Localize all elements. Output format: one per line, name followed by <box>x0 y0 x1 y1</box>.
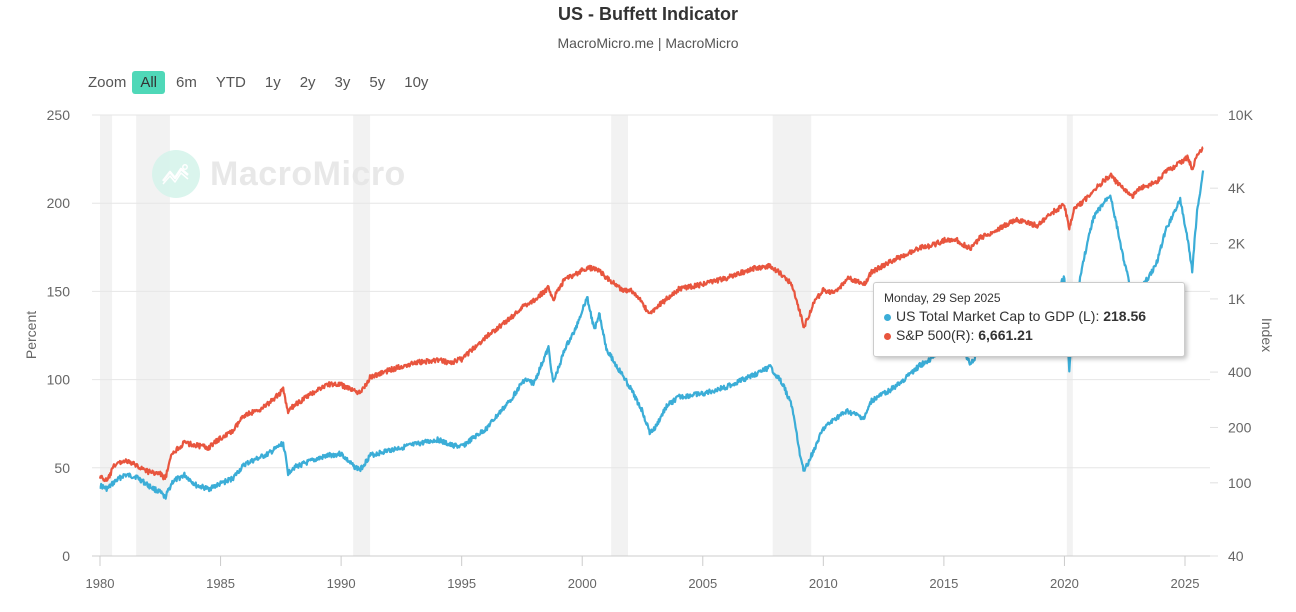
y-left-tick-label: 150 <box>47 283 71 299</box>
tooltip-value: 6,661.21 <box>978 327 1033 343</box>
y-right-tick-label: 200 <box>1228 419 1252 435</box>
tooltip-row-market-cap-gdp: US Total Market Cap to GDP (L): 218.56 <box>884 307 1174 326</box>
zoom-button-2y[interactable]: 2y <box>299 74 316 91</box>
y-axis-left-label: Percent <box>23 311 39 359</box>
x-tick-label: 2010 <box>809 576 838 591</box>
y-right-tick-label: 100 <box>1228 475 1252 491</box>
zoom-button-3y[interactable]: 3y <box>334 74 351 91</box>
zoom-button-10y[interactable]: 10y <box>404 74 429 91</box>
tooltip-label: US Total Market Cap to GDP (L): <box>896 308 1104 324</box>
series-marker-icon <box>884 332 891 340</box>
recession-band <box>611 115 629 556</box>
tooltip-value: 218.56 <box>1103 308 1147 324</box>
recession-band <box>772 115 812 556</box>
watermark-text: MacroMicro <box>210 154 406 193</box>
y-left-tick-label: 100 <box>47 372 71 388</box>
chart-title: US - Buffett Indicator <box>558 4 738 24</box>
y-right-tick-label: 40 <box>1228 548 1244 564</box>
recession-band <box>353 115 371 556</box>
y-left-tick-label: 250 <box>47 107 71 123</box>
y-right-tick-label: 2K <box>1228 236 1246 252</box>
tooltip-label: S&P 500(R): <box>896 327 979 343</box>
x-tick-label: 1985 <box>206 576 235 591</box>
tooltip-date: Monday, 29 Sep 2025 <box>884 291 1001 305</box>
tooltip-row-sp500: S&P 500(R): 6,661.21 <box>884 326 1174 345</box>
x-tick-label: 2015 <box>929 576 958 591</box>
x-tick-label: 1995 <box>447 576 476 591</box>
zoom-range-selector: Zoom All 6m YTD 1y 2y 3y 5y 10y <box>88 71 439 94</box>
x-tick-label: 2000 <box>568 576 597 591</box>
chart-line-logo-icon <box>152 150 200 198</box>
y-right-tick-label: 4K <box>1228 180 1246 196</box>
y-right-tick-label: 1K <box>1228 291 1246 307</box>
zoom-button-ytd[interactable]: YTD <box>215 74 246 91</box>
x-tick-label: 2005 <box>688 576 717 591</box>
zoom-label: Zoom <box>88 74 127 91</box>
tooltip: Monday, 29 Sep 2025 US Total Market Cap … <box>873 282 1185 357</box>
x-tick-label: 2020 <box>1050 576 1079 591</box>
x-tick-label: 2025 <box>1171 576 1200 591</box>
watermark: MacroMicro <box>152 150 406 198</box>
x-tick-label: 1990 <box>327 576 356 591</box>
y-right-tick-label: 400 <box>1228 364 1252 380</box>
series-marker-icon <box>884 313 891 321</box>
chart-subtitle: MacroMicro.me | MacroMicro <box>557 35 739 51</box>
zoom-button-all[interactable]: All <box>132 71 166 94</box>
zoom-button-6m[interactable]: 6m <box>176 74 197 91</box>
zoom-button-5y[interactable]: 5y <box>369 74 386 91</box>
recession-band <box>100 115 113 556</box>
y-left-tick-label: 200 <box>47 195 71 211</box>
gridlines <box>92 114 1210 557</box>
y-right-tick-label: 10K <box>1228 107 1254 123</box>
x-tick-label: 1980 <box>86 576 115 591</box>
axes: Percent Index 0 50 100 150 200 250 40 100 200 400… <box>23 107 1275 591</box>
series-line-sp500 <box>98 146 1204 483</box>
y-left-tick-label: 50 <box>54 460 70 476</box>
y-left-tick-label: 0 <box>62 548 70 564</box>
recession-bands <box>100 115 1073 556</box>
zoom-button-1y[interactable]: 1y <box>264 74 281 91</box>
y-axis-right-label: Index <box>1259 318 1275 352</box>
